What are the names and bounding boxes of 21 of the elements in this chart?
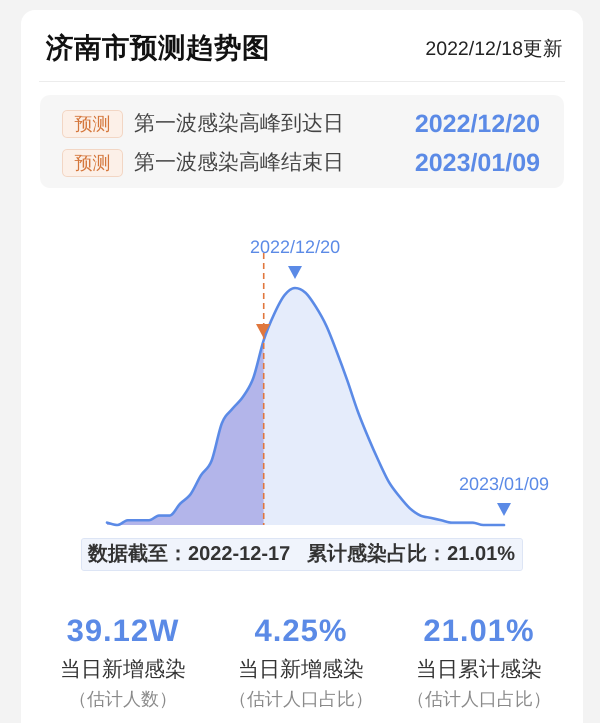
text: 2022/12/20 — [414, 109, 540, 139]
text: 累计感染占比：21.01% — [307, 542, 515, 567]
text: 当日新增感染 — [237, 657, 365, 683]
text: 第一波感染高峰结束日 — [134, 150, 344, 176]
text: 2023/01/09 — [414, 148, 540, 178]
text: 当日累计感染 — [415, 657, 543, 683]
text: 第一波感染高峰到达日 — [134, 111, 344, 137]
text: 21.01% — [422, 613, 536, 649]
chart-title: 济南市预测趋势图 — [46, 31, 270, 65]
tag: 预测 — [62, 149, 123, 177]
text: 数据截至：2022-12-17 — [88, 542, 290, 567]
text: 4.25% — [254, 613, 348, 649]
text: （估计人数） — [68, 688, 178, 711]
annotation: 2023/01/09 — [458, 474, 550, 494]
text: 39.12W — [66, 613, 180, 649]
text: 当日新增感染 — [59, 657, 187, 683]
tag: 预测 — [62, 110, 123, 138]
annotation: 2022/12/20 — [250, 236, 340, 257]
chart-subtitle: 2022/12/18更新 — [425, 37, 563, 61]
text: （估计人口占比） — [228, 688, 374, 711]
text: （估计人口占比） — [406, 688, 552, 711]
